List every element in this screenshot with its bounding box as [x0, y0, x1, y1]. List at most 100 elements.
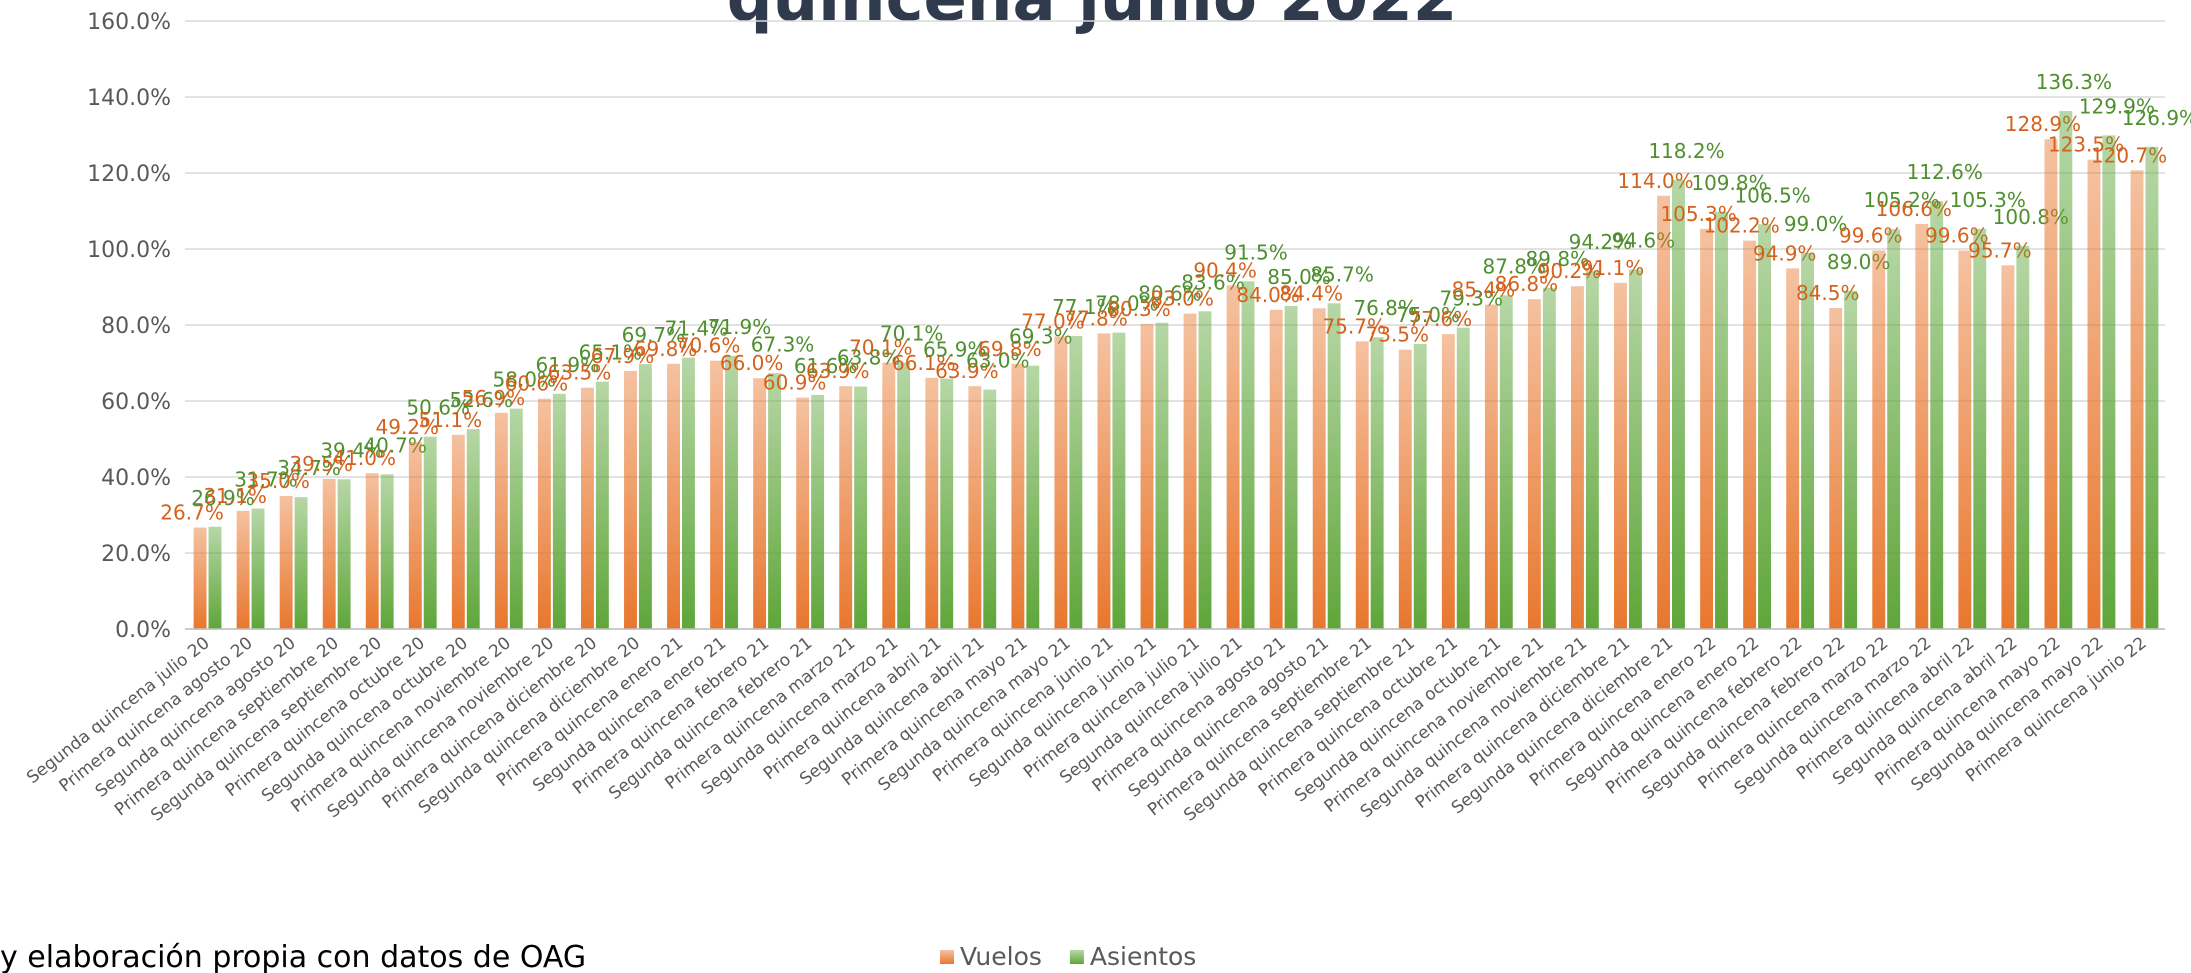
- value-label: 77.0%: [1021, 309, 1085, 333]
- bar: [279, 496, 293, 629]
- value-label: 61.6%: [794, 354, 858, 378]
- value-label: 65.9%: [923, 338, 987, 362]
- value-label: 69.8%: [634, 337, 698, 361]
- value-label: 85.0%: [1267, 265, 1331, 289]
- value-label: 49.2%: [376, 415, 440, 439]
- bar: [1887, 229, 1901, 630]
- bar: [1872, 250, 1886, 629]
- legend-label: Asientos: [1090, 942, 1196, 971]
- bar: [1112, 332, 1126, 629]
- bar: [796, 397, 810, 629]
- value-label: 69.7%: [622, 323, 686, 347]
- bar: [1628, 269, 1642, 629]
- bar: [1743, 240, 1757, 629]
- value-label: 65.1%: [579, 341, 643, 365]
- bar: [2001, 265, 2015, 629]
- bar: [1026, 365, 1040, 629]
- bar: [1097, 333, 1111, 629]
- bar: [753, 378, 767, 629]
- bar: [1801, 252, 1815, 630]
- value-label: 77.6%: [1409, 307, 1473, 331]
- bar: [1499, 295, 1513, 629]
- bar: [1011, 363, 1025, 629]
- bar: [1456, 327, 1470, 629]
- y-tick-label: 120.0%: [87, 162, 171, 187]
- bar: [2130, 170, 2144, 629]
- value-label: 94.2%: [1569, 230, 1633, 254]
- value-label: 84.4%: [1279, 281, 1343, 305]
- y-tick-label: 160.0%: [87, 10, 171, 35]
- value-label: 60.6%: [505, 372, 569, 396]
- bar: [1758, 224, 1771, 630]
- value-label: 136.3%: [2036, 70, 2112, 94]
- bar: [638, 364, 652, 629]
- value-label: 129.9%: [2079, 94, 2155, 118]
- bar: [1398, 349, 1412, 629]
- bar: [1657, 195, 1670, 630]
- value-label: 70.1%: [880, 322, 944, 346]
- value-label: 89.8%: [1526, 247, 1590, 271]
- value-label: 91.5%: [1224, 240, 1288, 264]
- bar: [968, 386, 982, 629]
- y-tick-label: 140.0%: [87, 86, 171, 111]
- bar: [2102, 135, 2116, 629]
- legend-label: Vuelos: [960, 942, 1042, 971]
- bar: [509, 408, 523, 629]
- bar: [251, 508, 265, 629]
- value-label: 61.9%: [536, 353, 600, 377]
- value-label: 66.1%: [892, 351, 956, 375]
- value-label: 63.9%: [806, 359, 870, 383]
- value-label: 69.8%: [978, 337, 1042, 361]
- bar: [1155, 322, 1169, 629]
- bar: [1585, 271, 1599, 629]
- value-label: 75.0%: [1396, 303, 1460, 327]
- bar: [1715, 211, 1728, 629]
- value-label: 52.6%: [449, 388, 513, 412]
- value-label: 85.7%: [1310, 262, 1374, 286]
- bar: [983, 389, 997, 629]
- bar: [322, 478, 336, 629]
- bar: [682, 357, 695, 629]
- bar: [1527, 299, 1541, 629]
- bar: [2145, 146, 2159, 629]
- value-label: 80.3%: [1107, 297, 1171, 321]
- bar: [236, 510, 250, 629]
- footer-note: y elaboración propia con datos de OAG: [0, 940, 586, 973]
- value-label: 76.8%: [1353, 296, 1417, 320]
- bar: [1226, 285, 1240, 629]
- value-label: 50.6%: [406, 396, 470, 420]
- value-label: 66.0%: [720, 351, 784, 375]
- value-label: 34.7%: [277, 456, 341, 480]
- value-label: 71.4%: [665, 317, 729, 341]
- value-label: 70.6%: [677, 334, 741, 358]
- value-label: 77.8%: [1064, 306, 1128, 330]
- bar: [380, 474, 394, 629]
- bar: [1327, 303, 1341, 629]
- bar: [1844, 290, 1858, 629]
- bar: [1571, 286, 1584, 629]
- value-label: 26.9%: [191, 486, 255, 510]
- bar: [624, 370, 637, 629]
- value-label: 105.3%: [1950, 188, 2026, 212]
- bar: [768, 373, 781, 629]
- y-tick-label: 20.0%: [101, 542, 171, 567]
- bar: [1700, 228, 1714, 630]
- value-label: 31.7%: [234, 468, 298, 492]
- bar: [710, 360, 724, 629]
- bar: [1786, 268, 1800, 629]
- value-label: 63.5%: [548, 361, 612, 385]
- bar: [208, 526, 222, 629]
- value-label: 106.5%: [1734, 183, 1810, 207]
- value-label: 39.4%: [320, 438, 384, 462]
- bar: [2087, 159, 2101, 629]
- legend-swatch: [940, 950, 954, 964]
- value-label: 67.3%: [751, 332, 815, 356]
- bar: [337, 479, 351, 629]
- bar: [1370, 337, 1384, 629]
- bar: [1284, 306, 1298, 629]
- bar: [1614, 282, 1627, 629]
- value-label: 31.1%: [203, 484, 267, 508]
- bar: [1973, 228, 1987, 630]
- bar: [466, 429, 480, 629]
